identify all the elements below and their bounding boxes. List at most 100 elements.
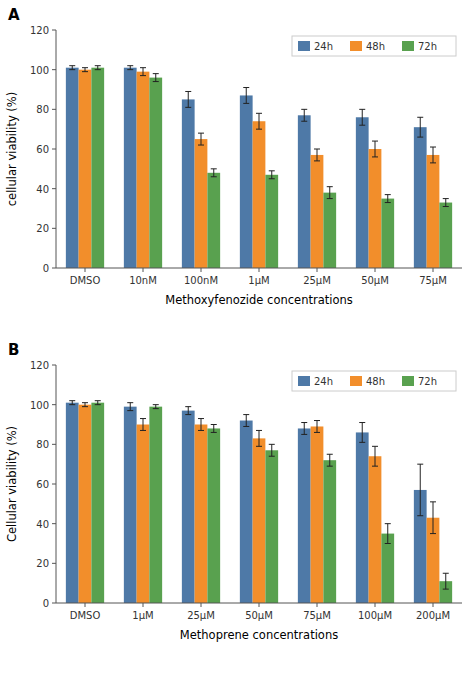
bar: [381, 534, 394, 603]
error-bar: [198, 133, 204, 145]
error-cap: [430, 147, 436, 148]
error-cap: [256, 113, 262, 114]
error-line: [433, 502, 434, 534]
error-line: [72, 66, 73, 70]
y-tick-label: 120: [30, 25, 49, 36]
x-tick-label: 100μM: [358, 610, 392, 621]
bar: [311, 155, 324, 268]
error-line: [155, 74, 156, 82]
bar: [323, 193, 336, 268]
error-cap: [95, 404, 101, 405]
error-line: [375, 141, 376, 157]
error-bar: [372, 141, 378, 157]
y-tick: [52, 563, 56, 564]
error-line: [97, 401, 98, 405]
error-line: [420, 464, 421, 516]
error-cap: [140, 418, 146, 419]
error-cap: [359, 442, 365, 443]
legend-swatch: [298, 376, 310, 386]
legend-swatch: [350, 376, 362, 386]
error-bar: [430, 147, 436, 163]
error-line: [246, 415, 247, 427]
legend-label: 48h: [366, 376, 385, 387]
bar: [323, 460, 336, 603]
error-line: [387, 524, 388, 544]
error-cap: [198, 145, 204, 146]
y-tick-label: 0: [43, 598, 49, 609]
error-cap: [301, 422, 307, 423]
legend-box: [292, 36, 456, 56]
error-cap: [301, 121, 307, 122]
error-cap: [140, 430, 146, 431]
bar: [369, 456, 382, 603]
y-tick: [52, 404, 56, 405]
error-line: [271, 171, 272, 179]
error-bar: [256, 430, 262, 446]
bar: [137, 425, 150, 604]
error-line: [143, 68, 144, 76]
x-tick: [375, 268, 376, 272]
error-cap: [443, 589, 449, 590]
error-bar: [359, 423, 365, 443]
error-cap: [185, 414, 191, 415]
error-line: [246, 88, 247, 104]
error-bar: [430, 502, 436, 534]
error-line: [445, 573, 446, 589]
error-line: [143, 419, 144, 431]
legend-label: 72h: [418, 41, 437, 52]
y-tick: [52, 109, 56, 110]
x-tick: [201, 603, 202, 607]
bar: [124, 68, 137, 268]
error-cap: [243, 426, 249, 427]
error-line: [375, 446, 376, 466]
error-cap: [153, 81, 159, 82]
error-cap: [314, 160, 320, 161]
bar: [137, 72, 150, 268]
x-axis-label: Methoxyfenozide concentrations: [165, 293, 352, 307]
legend-label: 24h: [314, 376, 333, 387]
x-tick-label: 25μM: [303, 275, 331, 286]
error-line: [433, 147, 434, 163]
y-tick: [52, 30, 56, 31]
error-cap: [359, 125, 365, 126]
bar: [149, 407, 162, 603]
legend-swatch: [402, 376, 414, 386]
error-cap: [243, 103, 249, 104]
panel-title: A: [8, 6, 20, 24]
error-cap: [198, 418, 204, 419]
y-tick-label: 100: [30, 65, 49, 76]
bar: [427, 155, 440, 268]
error-cap: [269, 170, 275, 171]
error-line: [271, 444, 272, 456]
error-line: [304, 423, 305, 435]
error-cap: [82, 406, 88, 407]
legend-label: 48h: [366, 41, 385, 52]
legend-swatch: [350, 41, 362, 51]
error-bar: [95, 66, 101, 70]
error-cap: [301, 434, 307, 435]
error-bar: [185, 91, 191, 107]
y-tick-label: 120: [30, 360, 49, 371]
error-line: [329, 454, 330, 466]
bar: [240, 95, 253, 268]
error-cap: [327, 454, 333, 455]
error-cap: [372, 141, 378, 142]
error-cap: [443, 206, 449, 207]
error-line: [130, 403, 131, 411]
bar: [149, 78, 162, 268]
error-cap: [430, 533, 436, 534]
error-line: [317, 421, 318, 433]
error-line: [362, 109, 363, 125]
y-tick: [52, 228, 56, 229]
error-cap: [211, 424, 217, 425]
error-bar: [417, 117, 423, 137]
error-line: [329, 187, 330, 199]
bar: [240, 421, 253, 603]
bar: [66, 403, 79, 603]
panel: B020406080100120DMSO1μM25μM50μM75μM100μM…: [5, 341, 462, 642]
error-bar: [69, 401, 75, 405]
bar: [195, 139, 208, 268]
error-line: [259, 113, 260, 129]
y-tick-label: 60: [36, 144, 49, 155]
error-cap: [69, 400, 75, 401]
